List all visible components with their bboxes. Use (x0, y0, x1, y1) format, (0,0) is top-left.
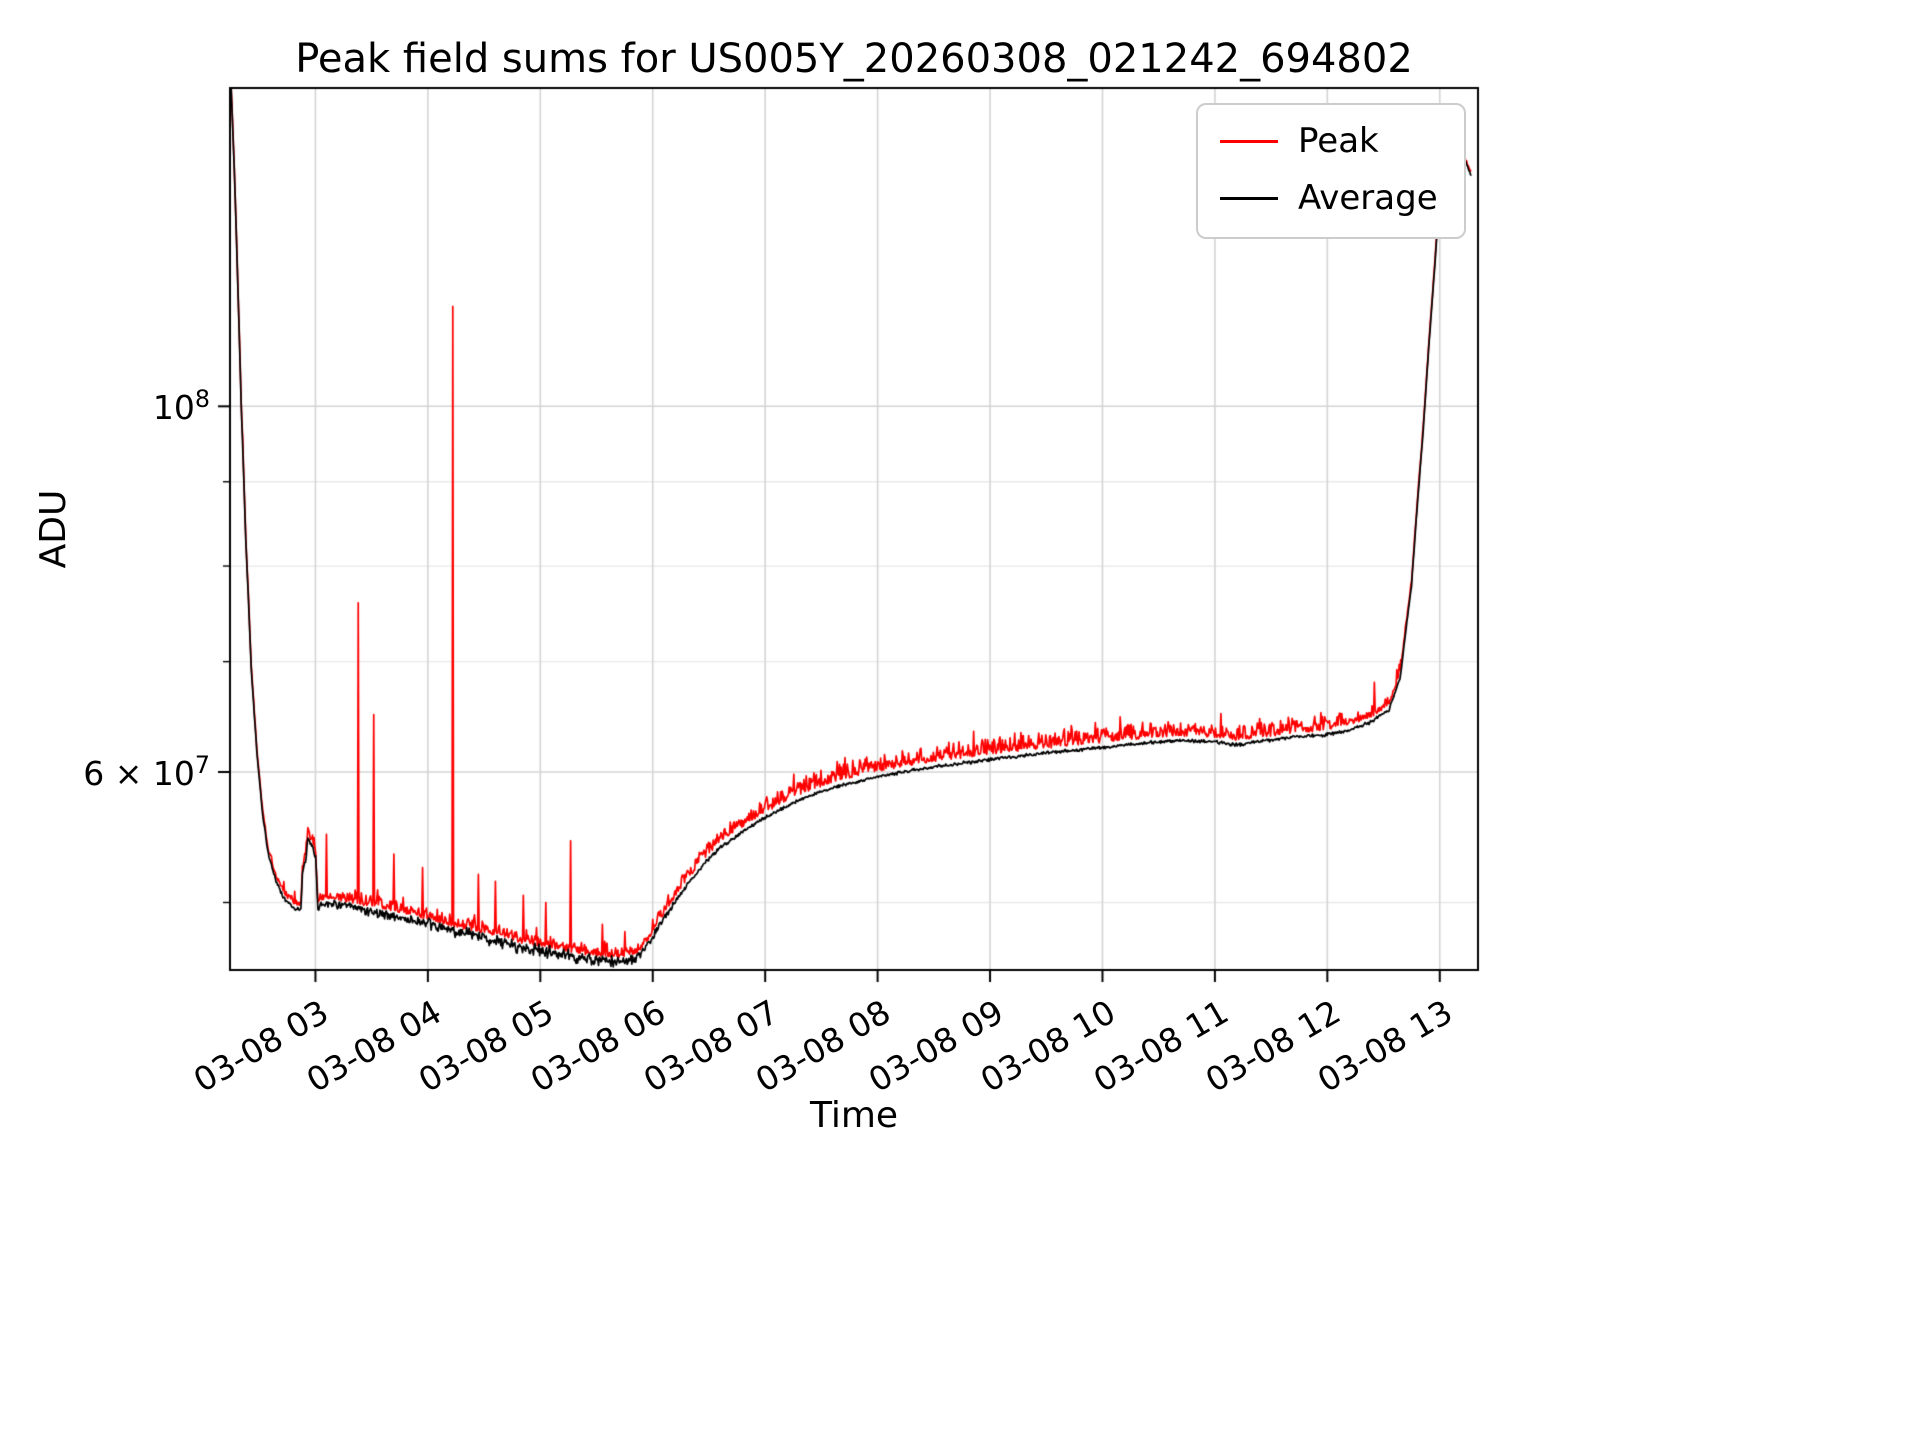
legend-label-peak: Peak (1298, 121, 1379, 161)
legend-label-average: Average (1298, 177, 1438, 218)
y-axis-label: ADU (32, 489, 74, 569)
x-axis-label: Time (809, 1095, 899, 1136)
legend-item-average: Average (1220, 178, 1442, 219)
legend-item-peak: Peak (1220, 121, 1442, 162)
y-tick-label: 108 (152, 385, 210, 428)
average-line-swatch (1220, 196, 1278, 200)
peak-line-swatch (1220, 139, 1278, 143)
legend: Peak Average (1196, 103, 1466, 239)
y-tick-label: 6 × 107 (83, 751, 210, 793)
chart-title: Peak field sums for US005Y_20260308_0212… (295, 36, 1413, 82)
